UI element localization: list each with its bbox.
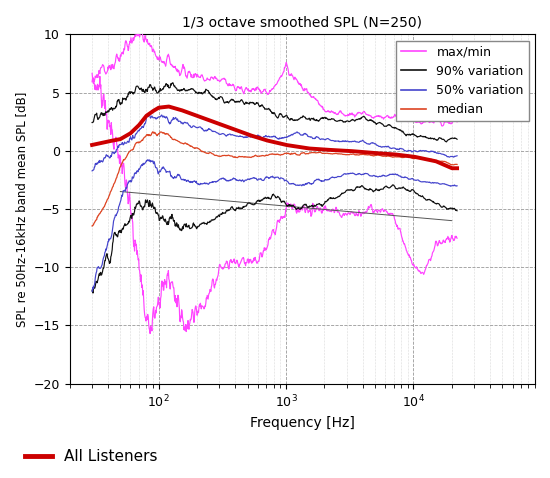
Y-axis label: SPL re 50Hz-16kHz band mean SPL [dB]: SPL re 50Hz-16kHz band mean SPL [dB] [15, 91, 28, 326]
Legend: All Listeners: All Listeners [19, 443, 164, 470]
Legend: max/min, 90% variation, 50% variation, median: max/min, 90% variation, 50% variation, m… [397, 41, 529, 121]
Title: 1/3 octave smoothed SPL (N=250): 1/3 octave smoothed SPL (N=250) [183, 15, 422, 29]
X-axis label: Frequency [Hz]: Frequency [Hz] [250, 415, 355, 430]
